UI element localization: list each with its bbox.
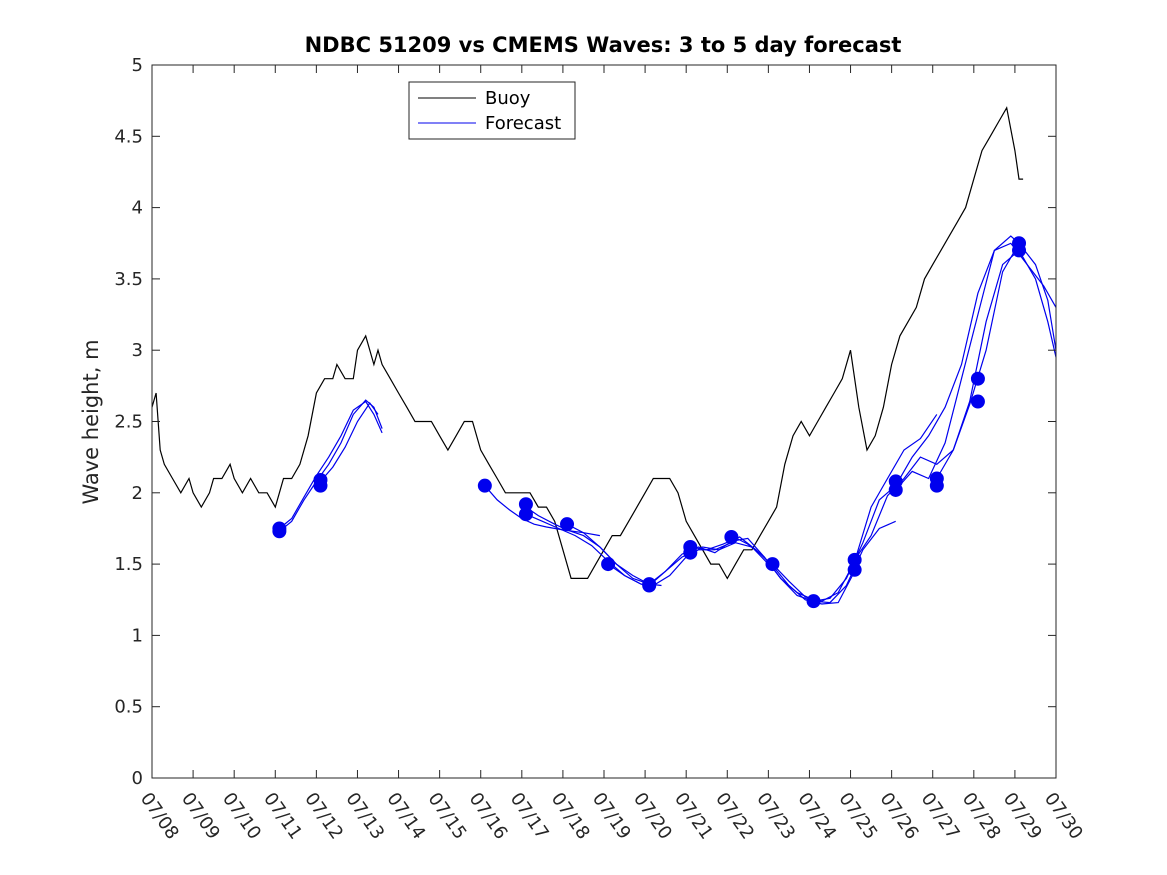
forecast-marker [724,530,739,545]
forecast-series-line [484,485,601,537]
buoy-series-line [151,106,1024,580]
y-tick-label: 2.5 [114,412,143,433]
legend-forecast-label: Forecast [485,113,561,134]
forecast-series-line [320,401,379,482]
y-tick-label: 2 [132,483,143,504]
forecast-series-line [895,242,1057,491]
y-axis-label: Wave height, m [79,339,103,504]
y-tick-label: 5 [132,55,143,76]
y-tick-label: 0.5 [114,697,143,718]
forecast-series-line [279,400,383,529]
forecast-marker [847,552,862,567]
legend-box [408,81,576,140]
forecast-marker [765,557,780,572]
forecast-marker [929,471,944,486]
legend: Buoy Forecast [408,81,576,140]
forecast-series-line [525,506,662,587]
y-tick-label: 1 [132,625,143,646]
forecast-marker [518,507,533,522]
y-tick-label: 1.5 [114,554,143,575]
forecast-marker [1012,236,1027,251]
forecast-marker [601,557,616,572]
y-tick-label: 3 [132,340,143,361]
chart-title: NDBC 51209 vs CMEMS Waves: 3 to 5 day fo… [305,33,902,57]
forecast-marker [560,517,575,532]
forecast-marker [683,545,698,560]
legend-buoy-label: Buoy [485,88,531,109]
y-tick-label: 0 [132,768,143,789]
forecast-marker [642,578,657,593]
forecast-series-line [936,249,1057,479]
forecast-marker [272,521,287,536]
y-tick-label: 4.5 [114,126,143,147]
forecast-marker [313,472,328,487]
forecast-marker [970,394,985,409]
forecast-marker [806,594,821,609]
forecast-marker [888,474,903,489]
forecast-marker [477,478,492,493]
plot-markers [272,236,1027,609]
y-tick-label: 4 [132,198,143,219]
y-tick-label: 3.5 [114,269,143,290]
y-axis: 0 0.5 1 1.5 2 2.5 3 3.5 4 4.5 5 [114,55,1056,789]
forecast-marker [970,371,985,386]
